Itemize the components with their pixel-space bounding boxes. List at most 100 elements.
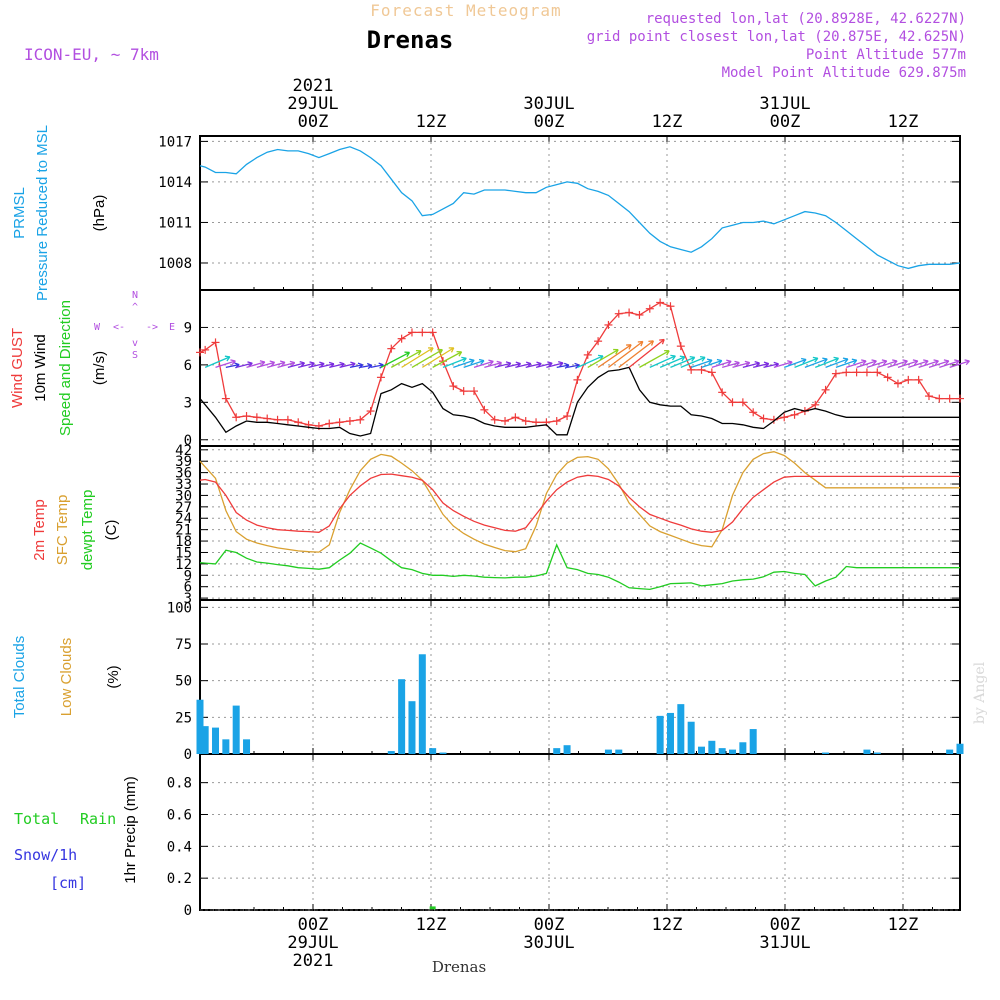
cloud-bar (863, 749, 871, 754)
wind-arrow-head (871, 359, 877, 362)
time-label: 31JUL (759, 94, 810, 114)
y-tick-label: 24 (175, 511, 192, 527)
wind-arrow-head (339, 361, 345, 365)
compass-arrow-left: <- (113, 322, 125, 333)
temp-unit: (C) (103, 520, 120, 541)
cloud-bar (749, 729, 757, 754)
time-label: 00Z (534, 112, 565, 132)
wind-arrow (546, 362, 564, 369)
wind-arrow-head (716, 358, 722, 362)
wind-arrow-head (637, 340, 643, 343)
wind-arrow-head (744, 360, 750, 364)
wind-arrow-head (358, 364, 364, 369)
wind-arrow-head (281, 361, 286, 367)
wind-arrow (215, 360, 236, 368)
wind-arrow (421, 347, 455, 368)
wind-arrow-head (834, 357, 840, 363)
y-tick-label: 0.2 (167, 871, 192, 887)
y-tick-label: 0 (184, 903, 192, 919)
wind-arrow-head (309, 361, 315, 364)
cloud-bar (222, 739, 230, 754)
y-tick-label: 9 (184, 320, 192, 336)
wind-arrow (401, 347, 434, 368)
wind-arrow-head (224, 355, 230, 358)
wind-arrow-head (912, 359, 918, 362)
wind-arrow (897, 360, 918, 368)
cloud-bar (729, 749, 737, 754)
wind-arrow (256, 361, 275, 369)
wind-arrow (618, 340, 654, 368)
cloud-bar (243, 739, 251, 754)
wind-arrow (608, 341, 644, 368)
wind-arrow (597, 344, 632, 368)
compass-w: W (94, 322, 101, 333)
wind-arrow-head (488, 359, 494, 362)
wind-arrow-head (648, 340, 654, 343)
wind-arrow-head (461, 356, 467, 359)
cloud-bar (708, 740, 716, 754)
wind-arrow (753, 362, 769, 369)
time-label: 00Z (298, 915, 329, 935)
wind-arrow (939, 360, 960, 368)
panels-group: 1008101110141017036936912151821242730333… (158, 134, 970, 919)
wind-arrow (949, 360, 970, 368)
time-label: 00Z (770, 112, 801, 132)
wind-arrow-head (851, 358, 857, 361)
y-tick-label: 1011 (158, 215, 192, 231)
wind-arrow (298, 362, 315, 369)
y-tick-label: 33 (175, 477, 192, 493)
wind-arrow (577, 355, 604, 368)
cloud-bar (553, 748, 561, 754)
wind-arrow (628, 338, 665, 368)
wind-arrow-head (872, 360, 877, 366)
wind-arrow (453, 359, 475, 368)
wind-arrow-head (892, 359, 898, 362)
model-altitude: Model Point Altitude 629.875m (722, 65, 966, 81)
wind-arrow-head (640, 341, 644, 347)
cloud-bar (563, 745, 571, 754)
y-tick-label: 0 (184, 747, 192, 763)
wind-arrow-head (319, 361, 325, 365)
y-tick-label: 50 (175, 674, 192, 690)
cloud-bar (687, 721, 695, 754)
cloud-bar (615, 749, 623, 754)
wind-arrow (856, 360, 877, 368)
wind-arrow-head (458, 351, 463, 357)
precip-bar (429, 906, 436, 910)
wind-arrow-head (814, 357, 819, 363)
wind-arrow-head (615, 349, 619, 355)
cloud-bar (196, 699, 204, 754)
cloud-bar (656, 715, 664, 754)
point-altitude: Point Altitude 577m (806, 47, 966, 63)
wind-arrow (908, 360, 929, 368)
wind-arrow-head (661, 339, 665, 345)
time-label: 29JUL (287, 94, 338, 114)
cloud-bar (677, 704, 685, 754)
wind-arrow-head (913, 360, 919, 366)
wind-arrow-head (406, 352, 411, 358)
y-tick-label: 12 (175, 557, 192, 573)
wind-arrow (349, 364, 363, 369)
location-title: Drenas (367, 26, 454, 54)
wind-arrow (659, 356, 686, 368)
precip-cm-label: [cm] (50, 874, 86, 892)
wind-arrow-head (800, 357, 807, 361)
wind-arrow (236, 362, 253, 369)
wind-arrow-head (439, 349, 443, 355)
wind-arrow (670, 356, 695, 368)
wind-arrow-head (430, 347, 434, 353)
compass-e: E (169, 322, 175, 333)
wind-arrow (732, 362, 750, 369)
wind-arrow-head (923, 359, 929, 362)
wind-arrow-head (718, 360, 723, 365)
wind-arrow-head (924, 360, 929, 366)
wind-arrow-head (231, 360, 236, 366)
time-label: 00Z (534, 915, 565, 935)
wind-arrow-head (505, 361, 511, 364)
compass-arrow-right: -> (146, 322, 158, 333)
wind-arrow (515, 362, 532, 369)
panel-frame (199, 599, 961, 755)
wind-arrow-head (497, 362, 502, 367)
compass-s: S (132, 350, 138, 361)
wind-arrow-head (628, 344, 632, 350)
